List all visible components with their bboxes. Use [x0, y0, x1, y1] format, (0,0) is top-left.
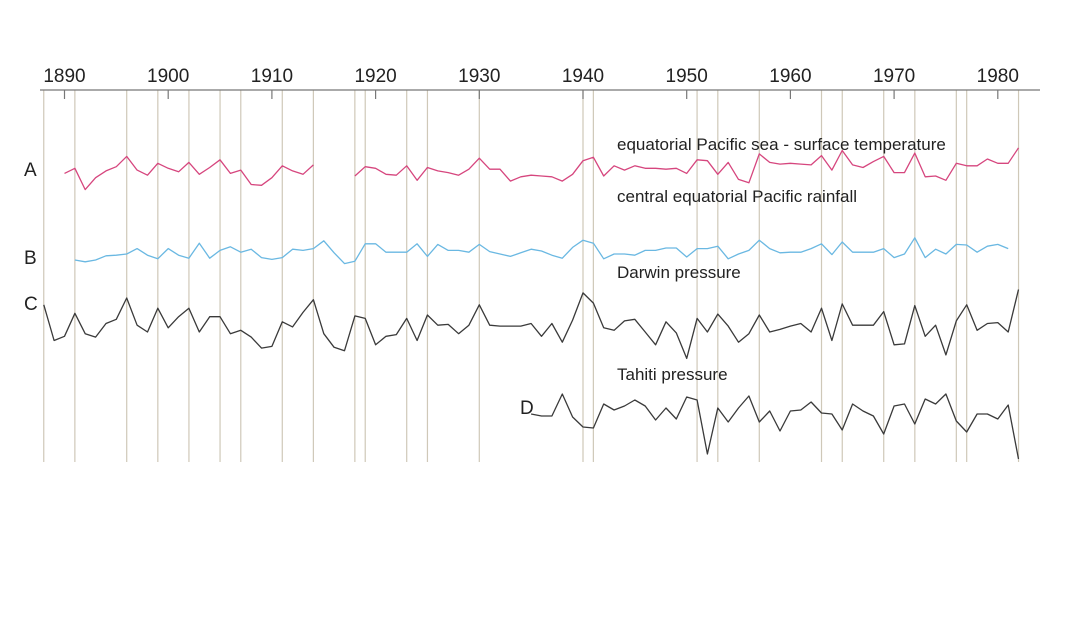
x-tick-label-1980: 1980 — [977, 66, 1019, 87]
peak-year-lines — [43, 90, 1020, 462]
year-axis: 1890 1900 1910 1920 1930 1940 1950 1960 1970 1980 — [40, 66, 1040, 99]
series-d-title: Tahiti pressure — [617, 365, 728, 384]
series-a-line-0 — [64, 155, 314, 191]
series-d-line-0 — [530, 393, 1020, 460]
x-tick-label-1930: 1930 — [458, 66, 500, 87]
x-tick-label-1910: 1910 — [251, 66, 293, 87]
series-labels: equatorial Pacific sea - surface tempera… — [24, 135, 946, 419]
series-a-line-1 — [354, 147, 1020, 184]
x-tick-label-1940: 1940 — [562, 66, 604, 87]
series-lines — [43, 147, 1020, 460]
series-b-title: central equatorial Pacific rainfall — [617, 187, 857, 206]
series-b-letter: B — [24, 248, 37, 269]
series-b-line-0 — [74, 237, 1009, 265]
series-d-letter: D — [520, 398, 534, 419]
x-tick-label-1950: 1950 — [666, 66, 708, 87]
x-tick-label-1890: 1890 — [43, 66, 85, 87]
series-c-title: Darwin pressure — [617, 263, 741, 282]
series-c-letter: C — [24, 294, 38, 315]
x-tick-label-1960: 1960 — [769, 66, 811, 87]
x-tick-label-1970: 1970 — [873, 66, 915, 87]
series-a-title: equatorial Pacific sea - surface tempera… — [617, 135, 946, 154]
series-c-line-0 — [43, 289, 1020, 360]
x-tick-label-1900: 1900 — [147, 66, 189, 87]
series-a-letter: A — [24, 160, 37, 181]
x-tick-label-1920: 1920 — [354, 66, 396, 87]
